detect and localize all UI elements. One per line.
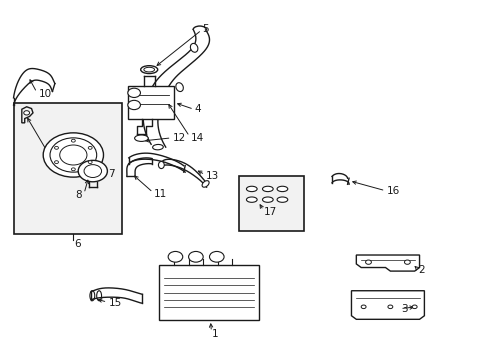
Ellipse shape bbox=[143, 67, 154, 72]
Text: 3: 3 bbox=[400, 304, 407, 314]
Circle shape bbox=[88, 161, 92, 163]
Ellipse shape bbox=[158, 161, 164, 168]
Text: 11: 11 bbox=[154, 189, 167, 199]
Circle shape bbox=[78, 160, 107, 182]
Ellipse shape bbox=[277, 186, 287, 192]
Circle shape bbox=[84, 165, 102, 177]
Text: 6: 6 bbox=[74, 239, 81, 249]
Text: 5: 5 bbox=[202, 24, 208, 34]
Ellipse shape bbox=[90, 291, 95, 301]
Ellipse shape bbox=[141, 66, 158, 73]
Circle shape bbox=[209, 251, 224, 262]
Circle shape bbox=[43, 133, 103, 177]
Ellipse shape bbox=[97, 291, 102, 301]
Ellipse shape bbox=[176, 83, 183, 91]
Circle shape bbox=[71, 168, 75, 171]
Circle shape bbox=[127, 100, 140, 110]
Circle shape bbox=[55, 147, 59, 149]
Text: 1: 1 bbox=[211, 329, 218, 339]
Ellipse shape bbox=[262, 186, 273, 192]
Ellipse shape bbox=[190, 44, 198, 52]
Text: 10: 10 bbox=[38, 89, 51, 99]
Text: 15: 15 bbox=[108, 298, 122, 308]
Text: 2: 2 bbox=[418, 265, 425, 275]
Text: 13: 13 bbox=[205, 171, 219, 181]
Circle shape bbox=[55, 161, 59, 163]
Circle shape bbox=[361, 305, 366, 309]
Circle shape bbox=[411, 305, 416, 309]
Bar bbox=[159, 265, 259, 320]
Circle shape bbox=[50, 138, 97, 172]
Text: 9: 9 bbox=[48, 149, 55, 159]
Ellipse shape bbox=[152, 144, 163, 150]
Text: 12: 12 bbox=[172, 133, 185, 143]
Ellipse shape bbox=[246, 186, 257, 192]
Circle shape bbox=[188, 251, 203, 262]
Ellipse shape bbox=[277, 197, 287, 202]
Text: 14: 14 bbox=[191, 133, 204, 143]
Ellipse shape bbox=[134, 135, 148, 141]
Circle shape bbox=[88, 147, 92, 149]
Circle shape bbox=[71, 139, 75, 142]
Circle shape bbox=[404, 260, 409, 264]
Ellipse shape bbox=[202, 181, 209, 187]
Circle shape bbox=[127, 88, 140, 98]
Ellipse shape bbox=[262, 197, 273, 202]
Bar bbox=[14, 103, 122, 234]
Bar bbox=[238, 176, 303, 231]
Circle shape bbox=[60, 145, 87, 165]
Text: 16: 16 bbox=[386, 186, 399, 197]
Text: 17: 17 bbox=[264, 207, 277, 217]
Circle shape bbox=[24, 111, 30, 115]
Circle shape bbox=[365, 260, 371, 264]
Ellipse shape bbox=[246, 197, 257, 202]
Text: 7: 7 bbox=[108, 168, 115, 179]
Text: 8: 8 bbox=[75, 190, 82, 200]
Circle shape bbox=[387, 305, 392, 309]
Bar bbox=[127, 86, 174, 118]
Circle shape bbox=[168, 251, 183, 262]
Text: 4: 4 bbox=[194, 104, 201, 114]
